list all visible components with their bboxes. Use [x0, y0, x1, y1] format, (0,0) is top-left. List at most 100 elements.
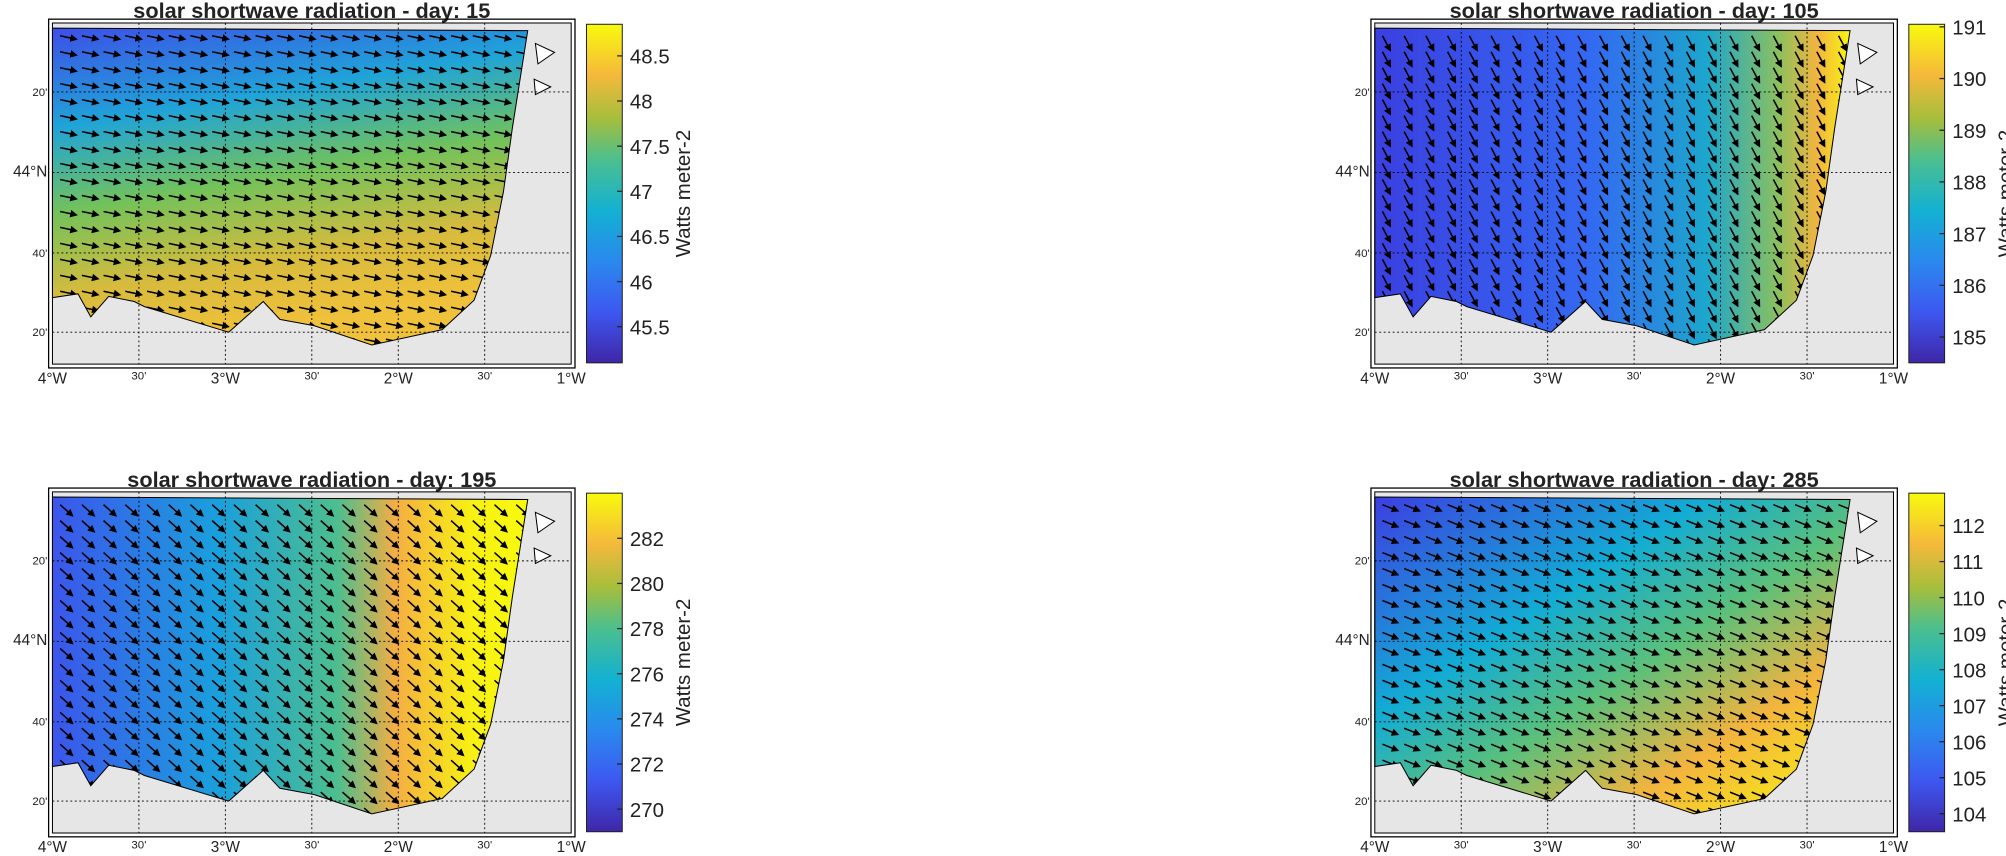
vector-arrow	[103, 98, 122, 106]
vector-arrow	[146, 177, 165, 186]
vector-arrow	[103, 82, 122, 90]
vector-arrow	[1533, 195, 1544, 212]
vector-arrow	[277, 66, 296, 74]
vector-arrow	[320, 193, 339, 202]
vector-arrow	[429, 98, 448, 106]
lon-label: 30'	[1627, 839, 1642, 851]
vector-arrow	[59, 225, 78, 234]
vector-arrow	[1729, 83, 1739, 100]
vector-arrow	[146, 257, 165, 266]
vector-arrow	[190, 66, 209, 74]
vector-arrow	[81, 98, 100, 106]
vector-arrow	[1620, 131, 1630, 148]
vector-arrow	[190, 34, 209, 42]
vector-arrow	[1533, 290, 1544, 308]
vector-arrow	[1533, 306, 1544, 324]
vector-arrow	[450, 241, 469, 250]
vector-arrow	[1468, 99, 1478, 116]
vector-arrow	[81, 177, 100, 186]
colorbar	[1908, 23, 1946, 364]
vector-arrow	[1490, 83, 1500, 100]
vector-arrow	[1403, 83, 1413, 100]
vector-arrow	[277, 289, 296, 298]
vector-arrow	[298, 177, 317, 186]
vector-arrow	[494, 98, 513, 106]
vector-arrow	[255, 225, 274, 234]
vector-arrow	[1685, 243, 1696, 260]
vector-arrow	[320, 161, 339, 170]
vector-arrow	[190, 177, 209, 186]
vector-arrow	[1512, 290, 1522, 308]
vector-arrow	[168, 289, 187, 298]
vector-arrow	[255, 289, 274, 298]
vector-arrow	[1468, 51, 1478, 68]
vector-arrow	[1403, 67, 1413, 84]
vector-arrow	[298, 114, 317, 122]
vector-arrow	[81, 130, 100, 138]
vector-arrow	[255, 34, 274, 42]
vector-arrow	[277, 161, 296, 170]
vector-arrow	[1490, 131, 1500, 148]
vector-arrow	[1381, 83, 1391, 100]
vector-arrow	[1598, 258, 1609, 276]
vector-arrow	[1577, 243, 1587, 260]
vector-arrow	[59, 209, 78, 218]
vector-arrow	[1772, 83, 1782, 100]
vector-arrow	[277, 50, 296, 58]
vector-arrow	[1707, 211, 1717, 228]
vector-arrow	[211, 177, 230, 186]
vector-arrow	[1816, 131, 1826, 148]
vector-arrow	[211, 321, 230, 330]
vector-arrow	[168, 241, 187, 250]
vector-arrow	[298, 34, 317, 42]
vector-arrow	[1729, 195, 1739, 212]
vector-arrow	[233, 289, 252, 298]
vector-arrow	[1664, 211, 1674, 228]
vector-arrow	[1685, 67, 1696, 84]
vector-arrow	[1751, 99, 1761, 116]
vector-arrow	[494, 34, 513, 42]
vector-arrow	[233, 145, 252, 154]
vector-arrow	[1751, 227, 1761, 244]
vector-arrow	[429, 161, 448, 170]
vector-arrow	[1642, 306, 1652, 324]
lat-label: 44°N	[1335, 163, 1369, 180]
vector-arrow	[320, 34, 339, 42]
vector-arrow	[1512, 179, 1522, 196]
vector-arrow	[407, 145, 426, 154]
vector-arrow	[190, 130, 209, 138]
vector-arrow	[1664, 99, 1674, 116]
lon-label: 30'	[304, 370, 319, 382]
colorbar-tick-label: 46.5	[630, 226, 670, 249]
vector-arrow	[1729, 274, 1739, 292]
vector-arrow	[1446, 243, 1457, 260]
vector-arrow	[277, 130, 296, 138]
map-panel: solar shortwave radiation - day: 15 4°W 30…	[13, 0, 695, 387]
vector-arrow	[1490, 274, 1500, 292]
vector-arrow	[385, 98, 404, 106]
vector-arrow	[1598, 227, 1609, 244]
vector-arrow	[1555, 131, 1565, 148]
colorbar-tick-label: 105	[1952, 767, 1986, 790]
colorbar-tick-label: 185	[1952, 327, 1986, 350]
vector-arrow	[1664, 322, 1674, 340]
colorbar-label: Watts meter-2	[672, 599, 695, 727]
vector-arrow	[125, 289, 144, 298]
vector-arrow	[211, 130, 230, 138]
vector-arrow	[320, 305, 339, 314]
vector-arrow	[1446, 211, 1457, 228]
vector-arrow	[168, 145, 187, 154]
vector-arrow	[1772, 35, 1782, 52]
vector-arrow	[190, 241, 209, 250]
vector-arrow	[168, 225, 187, 234]
vector-arrow	[1577, 99, 1587, 116]
vector-arrow	[1642, 83, 1652, 100]
vector-arrow	[1620, 227, 1630, 244]
vector-arrow	[407, 209, 426, 218]
colorbar-tick-label: 112	[1952, 515, 1985, 538]
colorbar-tick-label: 189	[1952, 120, 1986, 143]
lon-label: 4°W	[38, 839, 68, 856]
vector-arrow	[81, 66, 100, 74]
vector-arrow	[320, 130, 339, 138]
